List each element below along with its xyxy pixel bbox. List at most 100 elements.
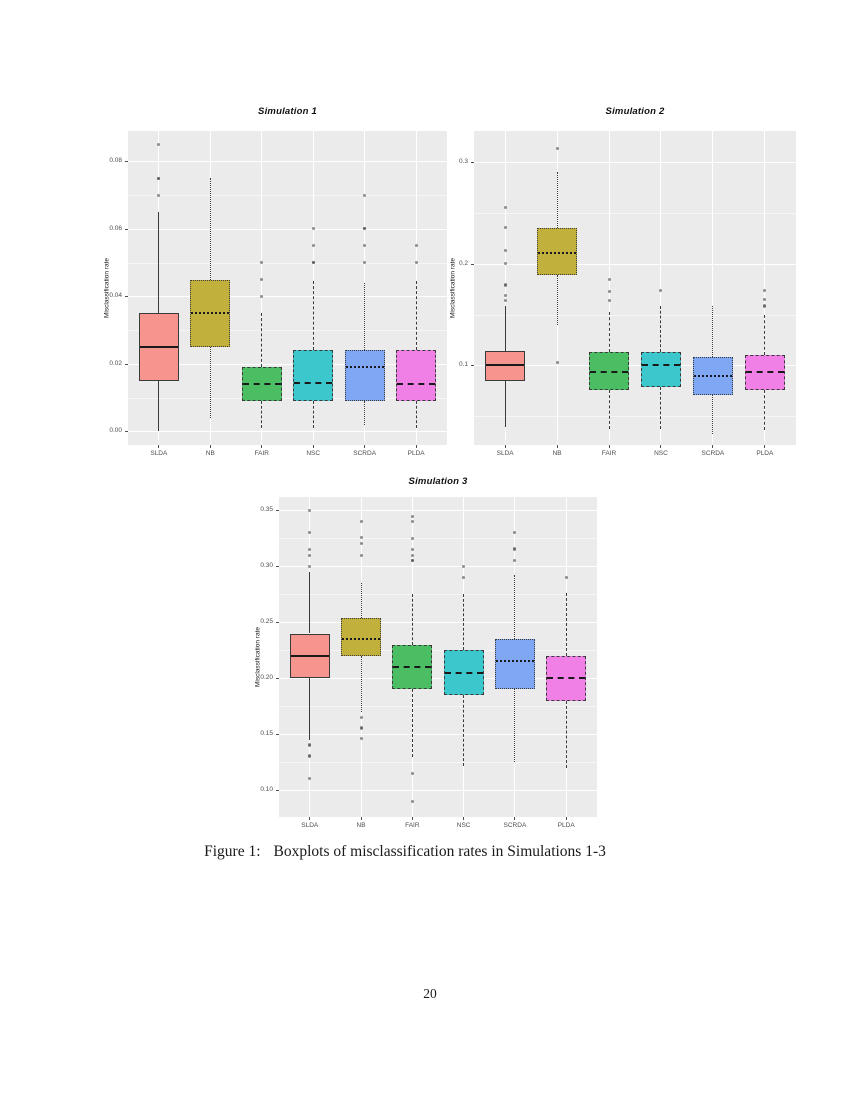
gridline-major xyxy=(128,161,447,163)
x-tick-mark xyxy=(514,817,516,820)
outlier-dot xyxy=(564,576,568,580)
outlier-dot xyxy=(607,278,611,282)
median-line-scrda xyxy=(495,660,534,663)
whisker-lower-slda xyxy=(158,380,160,432)
outlier-dot xyxy=(311,244,315,248)
x-tick-mark xyxy=(712,445,714,448)
median-line-fair xyxy=(393,666,432,669)
y-tick-label: 0.00 xyxy=(109,427,122,435)
y-tick-label: 0.02 xyxy=(109,359,122,367)
outlier-dot xyxy=(763,303,767,307)
x-tick-label: PLDA xyxy=(407,450,425,457)
x-tick-label: NB xyxy=(205,450,215,457)
whisker-upper-scrda xyxy=(712,306,714,358)
whisker-upper-nb xyxy=(360,583,362,618)
x-tick-mark xyxy=(608,445,610,448)
gridline-vertical xyxy=(504,131,506,445)
outlier-dot xyxy=(410,799,414,803)
outlier-dot xyxy=(410,553,414,557)
outlier-dot xyxy=(503,293,507,297)
median-line-slda xyxy=(485,364,525,367)
outlier-dot xyxy=(308,777,312,781)
median-line-plda xyxy=(397,383,436,386)
x-tick-label: PLDA xyxy=(557,822,575,829)
median-line-nb xyxy=(191,312,230,315)
outlier-dot xyxy=(363,193,367,197)
median-line-nsc xyxy=(294,381,333,384)
gridline-minor xyxy=(474,212,796,214)
whisker-lower-scrda xyxy=(364,401,366,425)
outlier-dot xyxy=(363,244,367,248)
outlier-dot xyxy=(503,262,507,266)
outlier-dot xyxy=(503,226,507,230)
outlier-dot xyxy=(414,261,418,265)
outlier-dot xyxy=(359,542,363,546)
outlier-dot xyxy=(308,753,312,757)
box-nb xyxy=(536,227,578,275)
outlier-dot xyxy=(659,288,663,292)
outlier-dot xyxy=(607,298,611,302)
outlier-dot xyxy=(157,193,161,197)
gridline-minor xyxy=(128,397,447,399)
outlier-dot xyxy=(410,536,414,540)
median-line-plda xyxy=(745,370,785,373)
box-plda xyxy=(396,350,437,402)
x-tick-label: FAIR xyxy=(601,450,617,457)
gridline-major xyxy=(474,263,796,265)
whisker-upper-nb xyxy=(556,171,558,228)
whisker-lower-scrda xyxy=(514,689,516,763)
whisker-lower-nsc xyxy=(463,695,465,766)
y-tick-mark xyxy=(125,296,128,298)
outlier-dot xyxy=(513,531,517,535)
outlier-dot xyxy=(513,546,517,550)
chart-simulation-1: Simulation 1 Misclassification rate 0.00… xyxy=(100,103,450,467)
gridline-major xyxy=(128,296,447,298)
plot-panel xyxy=(474,131,796,445)
whisker-upper-nsc xyxy=(312,281,314,351)
chart-title: Simulation 2 xyxy=(605,106,665,117)
median-line-scrda xyxy=(345,366,384,369)
y-tick-mark xyxy=(471,263,474,265)
y-tick-mark xyxy=(276,622,279,624)
outlier-dot xyxy=(410,771,414,775)
x-tick-mark xyxy=(209,445,211,448)
y-tick-label: 0.3 xyxy=(458,157,468,165)
outlier-dot xyxy=(260,278,264,282)
median-line-fair xyxy=(589,370,629,373)
median-line-nb xyxy=(342,638,381,641)
median-line-slda xyxy=(290,654,329,657)
y-tick-label: 0.08 xyxy=(109,157,122,165)
y-tick-label: 0.1 xyxy=(458,361,468,369)
gridline-vertical xyxy=(261,131,263,445)
gridline-minor xyxy=(279,538,597,540)
x-tick-label: NSC xyxy=(456,822,471,829)
whisker-lower-nb xyxy=(209,347,211,418)
gridline-minor xyxy=(279,706,597,708)
outlier-dot xyxy=(157,176,161,180)
page-number: 20 xyxy=(423,986,437,1001)
x-tick-mark xyxy=(309,817,311,820)
gridline-minor xyxy=(474,314,796,316)
y-tick-mark xyxy=(471,161,474,163)
outlier-dot xyxy=(157,143,161,146)
gridline-major xyxy=(279,790,597,792)
y-tick-mark xyxy=(125,161,128,163)
median-line-nb xyxy=(537,252,577,255)
outlier-dot xyxy=(260,294,264,298)
gridline-major xyxy=(279,510,597,512)
y-tick-label: 0.06 xyxy=(109,224,122,232)
whisker-lower-slda xyxy=(309,678,311,740)
outlier-dot xyxy=(410,520,414,524)
gridline-vertical xyxy=(608,131,610,445)
y-tick-label: 0.30 xyxy=(260,562,273,570)
y-tick-mark xyxy=(276,510,279,512)
outlier-dot xyxy=(308,564,312,568)
x-tick-label: NSC xyxy=(306,450,321,457)
outlier-dot xyxy=(359,715,363,719)
chart-simulation-3: Simulation 3 Misclassification rate 0.10… xyxy=(248,473,604,841)
outlier-dot xyxy=(311,227,315,231)
outlier-dot xyxy=(503,205,507,209)
x-tick-label: SLDA xyxy=(301,822,319,829)
outlier-dot xyxy=(763,288,767,292)
median-line-nsc xyxy=(444,671,483,674)
